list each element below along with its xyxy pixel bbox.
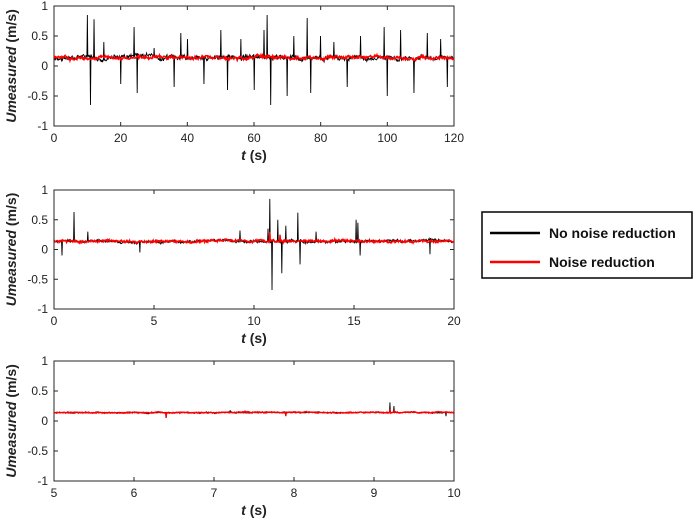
series-line-noise-reduction — [54, 231, 454, 245]
y-tick-label: 1 — [41, 354, 48, 368]
series-line-noise-reduction — [54, 52, 454, 64]
y-tick-label: -1 — [37, 474, 48, 488]
x-tick-label: 15 — [347, 314, 361, 328]
x-tick-label: 80 — [314, 131, 328, 145]
x-tick-label: 0 — [51, 314, 58, 328]
x-tick-label: 10 — [247, 314, 261, 328]
x-tick-label: 7 — [211, 486, 218, 500]
x-tick-label: 6 — [131, 486, 138, 500]
x-tick-label: 40 — [181, 131, 195, 145]
y-tick-label: -1 — [37, 302, 48, 316]
y-tick-label: 1 — [41, 183, 48, 197]
y-tick-label: -1 — [37, 119, 48, 133]
series-line-noise-reduction — [54, 408, 454, 418]
y-tick-label: -0.5 — [27, 444, 48, 458]
legend-label-noise: Noise reduction — [549, 254, 655, 270]
x-tick-label: 9 — [371, 486, 378, 500]
y-axis-label: Umeasured (m/s) — [3, 364, 19, 478]
x-tick-label: 5 — [151, 314, 158, 328]
plot-area — [53, 360, 455, 482]
x-tick-label: 0 — [51, 131, 58, 145]
y-tick-label: 0 — [41, 414, 48, 428]
y-axis-label: Umeasured (m/s) — [3, 193, 19, 307]
x-tick-label: 8 — [291, 486, 298, 500]
subplot-1: 0 20 40 60 80 100 120 -1 -0.5 0 0.5 1 t (s) Umeasured… — [3, 0, 464, 163]
subplot-2: 0 5 10 15 20 -1 -0.5 0 0.5 1 t (s) Umeasured (m/s) — [3, 183, 461, 346]
x-tick-label: 60 — [247, 131, 261, 145]
legend-label-no-noise: No noise reduction — [549, 225, 676, 241]
x-tick-label: 5 — [51, 486, 58, 500]
y-tick-label: 0.5 — [31, 29, 48, 43]
y-tick-label: 0.5 — [31, 384, 48, 398]
subplot-3: 5 6 7 8 9 10 -1 -0.5 0 0.5 1 t (s) Umeasured (m/s) — [3, 354, 461, 518]
x-tick-label: 100 — [377, 131, 397, 145]
x-axis-label: t (s) — [241, 147, 267, 163]
y-axis-label: Umeasured (m/s) — [3, 9, 19, 123]
x-tick-label: 20 — [114, 131, 128, 145]
y-tick-label: 0 — [41, 243, 48, 257]
y-tick-label: 0 — [41, 59, 48, 73]
x-tick-label: 120 — [444, 131, 464, 145]
y-tick-label: -0.5 — [27, 272, 48, 286]
legend: No noise reduction Noise reduction — [481, 211, 693, 279]
x-axis-label: t (s) — [241, 330, 267, 346]
y-tick-label: 0.5 — [31, 213, 48, 227]
x-tick-label: 10 — [447, 486, 461, 500]
plots-group: 0 20 40 60 80 100 120-1-0.500.51t (s)Umeasured… — [3, 0, 464, 518]
series-line-no-noise-reduction — [54, 14, 454, 106]
y-tick-label: -0.5 — [27, 89, 48, 103]
y-tick-label: 1 — [41, 0, 48, 13]
x-tick-label: 20 — [447, 314, 461, 328]
legend-box — [481, 211, 693, 279]
x-axis-label: t (s) — [241, 502, 267, 518]
plot-area — [53, 189, 455, 310]
